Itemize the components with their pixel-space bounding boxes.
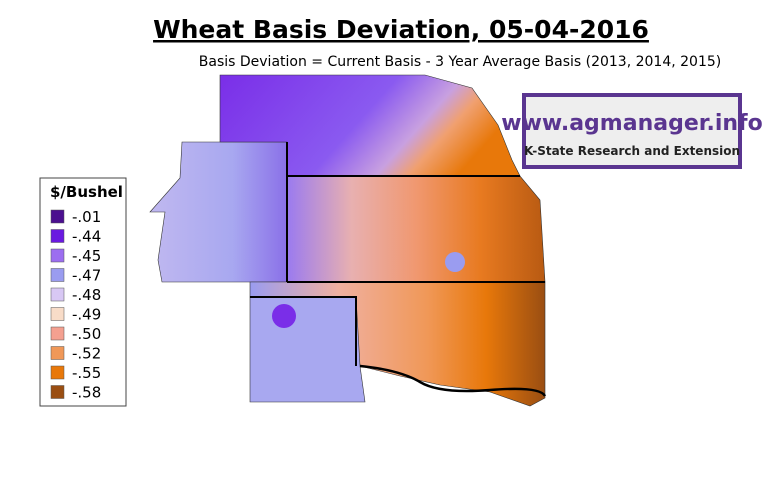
nebraska	[219, 74, 521, 177]
legend-label: -.44	[72, 228, 101, 246]
logo-org: K-State Research and Extension	[524, 144, 740, 158]
logo-url: www.agmanager.info	[501, 111, 762, 136]
legend-swatch	[50, 346, 65, 360]
legend-swatch	[50, 287, 65, 302]
legend-label: -.52	[72, 345, 101, 363]
legend-swatch	[50, 326, 65, 341]
legend-label: -.49	[72, 306, 101, 324]
title: Wheat Basis Deviation, 05-04-2016	[153, 15, 649, 44]
kansas	[286, 175, 546, 283]
colorado-region	[149, 141, 288, 283]
legend-swatch	[50, 268, 65, 282]
legend-swatch	[50, 248, 65, 263]
hotspot	[272, 304, 296, 328]
subtitle: Basis Deviation = Current Basis - 3 Year…	[199, 54, 721, 70]
map	[149, 74, 547, 407]
legend-swatch	[50, 385, 65, 399]
legend-label: -.45	[72, 247, 101, 265]
panhandle	[249, 296, 366, 403]
legend-label: -.48	[72, 286, 101, 304]
legend: $/Bushel -.01 -.44-.45 -.47-.48 -.49-.50 -.5…	[39, 177, 127, 407]
legend-title: $/Bushel	[50, 183, 123, 201]
legend-swatch	[50, 307, 65, 321]
river	[359, 364, 547, 397]
legend-label: -.55	[72, 364, 101, 382]
legend-swatch	[50, 365, 65, 380]
logo-box	[522, 93, 742, 169]
legend-label: -.50	[72, 325, 101, 343]
legend-label: -.01	[72, 208, 101, 226]
legend-swatch	[50, 229, 65, 243]
legend-label: -.47	[72, 267, 101, 285]
logo: www.agmanager.info K-State Research and …	[501, 93, 763, 169]
legend-label: -.58	[72, 384, 101, 402]
hotspot	[445, 252, 465, 272]
legend-swatch	[50, 209, 65, 224]
border	[250, 142, 545, 366]
